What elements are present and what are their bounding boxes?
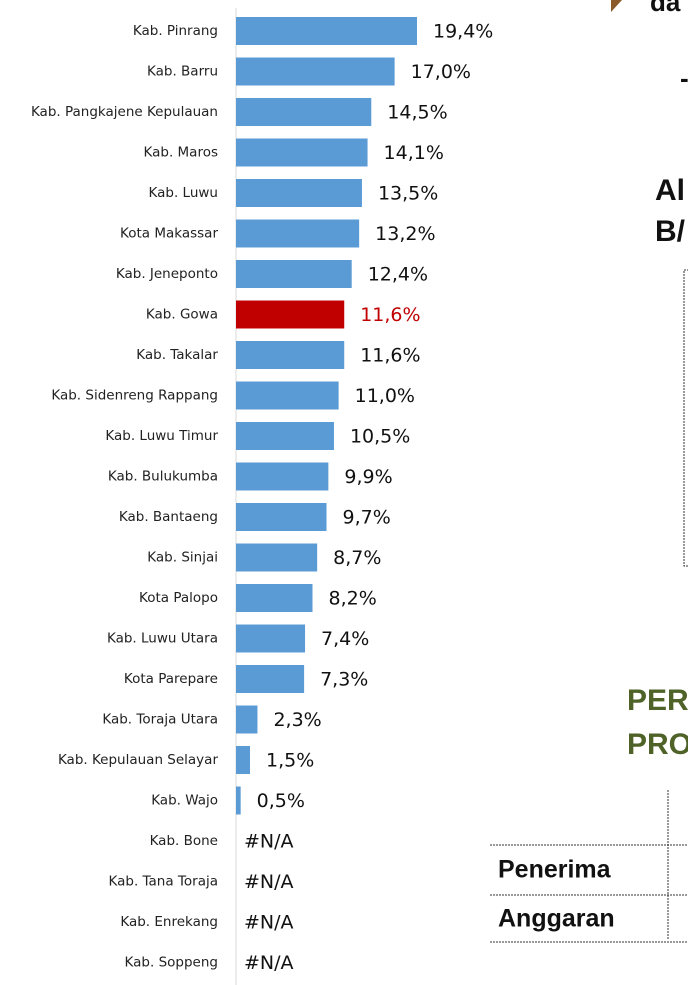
y-tick-label: Kab. Luwu Utara — [107, 631, 218, 647]
bar — [236, 381, 339, 410]
value-label: 14,5% — [387, 102, 447, 124]
bar — [236, 17, 418, 45]
bar — [236, 584, 313, 612]
bar — [236, 746, 250, 774]
value-label: #N/A — [244, 871, 294, 893]
y-tick-label: Kab. Luwu — [149, 185, 218, 201]
y-tick-label: Kab. Bulukumba — [108, 469, 218, 485]
y-tick-label: Kab. Enrekang — [120, 914, 218, 930]
value-label: 9,7% — [343, 507, 391, 529]
value-label: 0,5% — [257, 790, 305, 812]
bar — [236, 705, 258, 734]
value-label: 19,4% — [433, 21, 493, 43]
value-label: 13,2% — [375, 223, 435, 245]
dashed-box — [683, 269, 688, 567]
y-tick-label: Kab. Tana Toraja — [108, 874, 218, 890]
value-label: 11,6% — [360, 304, 420, 326]
text-fragment: da — [650, 0, 681, 17]
text-fragment: PRO — [627, 728, 688, 761]
value-label: 1,5% — [266, 750, 314, 772]
bar — [236, 98, 372, 126]
bullet — [611, 0, 622, 12]
bar — [236, 260, 352, 288]
bar — [236, 624, 306, 653]
bar — [236, 300, 345, 329]
value-label: 13,5% — [378, 183, 438, 205]
bar — [236, 543, 318, 572]
bar — [236, 786, 241, 815]
bar — [236, 665, 305, 693]
y-tick-label: Kab. Bantaeng — [119, 509, 218, 525]
value-label: 7,3% — [320, 669, 368, 691]
y-tick-label: Kab. Takalar — [136, 347, 218, 363]
y-tick-label: Kab. Bone — [150, 833, 218, 849]
value-label: 10,5% — [350, 426, 410, 448]
y-tick-label: Kab. Soppeng — [125, 955, 218, 971]
bar — [236, 138, 368, 167]
y-tick-label: Kab. Pinrang — [133, 23, 218, 39]
bar — [236, 503, 327, 531]
value-label: 2,3% — [273, 709, 321, 731]
y-tick-label: Kota Makassar — [120, 226, 218, 242]
y-tick-label: Kab. Maros — [143, 145, 218, 161]
y-tick-label: Kab. Pangkajene Kepulauan — [31, 104, 218, 120]
bar — [236, 422, 334, 450]
value-label: 8,2% — [329, 588, 377, 610]
text-fragment: PER — [627, 684, 688, 717]
text-fragment: B/ — [655, 215, 686, 248]
value-label: 14,1% — [384, 142, 444, 164]
value-label: 17,0% — [411, 61, 471, 83]
bar — [236, 179, 362, 207]
table-cell: Penerima — [498, 856, 612, 884]
y-tick-label: Kab. Sidenreng Rappang — [51, 388, 218, 404]
text-fragment: Al — [655, 174, 685, 207]
y-tick-label: Kab. Toraja Utara — [102, 712, 218, 728]
bar — [236, 219, 360, 248]
y-tick-label: Kab. Sinjai — [147, 550, 218, 566]
y-tick-label: Kab. Kepulauan Selayar — [58, 752, 219, 768]
value-label: 8,7% — [333, 547, 381, 569]
value-label: 12,4% — [368, 264, 428, 286]
y-tick-label: Kab. Barru — [147, 64, 218, 80]
y-tick-label: Kab. Luwu Timur — [105, 428, 218, 444]
bar — [236, 462, 329, 491]
value-label: #N/A — [244, 912, 294, 934]
y-tick-label: Kota Parepare — [124, 671, 218, 687]
value-label: 11,0% — [355, 385, 415, 407]
text-fragment: - — [680, 63, 688, 93]
bar — [236, 341, 345, 369]
value-label: 11,6% — [360, 345, 420, 367]
value-label: #N/A — [244, 952, 294, 974]
value-label: 7,4% — [321, 628, 369, 650]
y-tick-label: Kota Palopo — [139, 590, 218, 606]
value-label: 9,9% — [344, 466, 392, 488]
y-tick-label: Kab. Wajo — [151, 793, 218, 809]
y-tick-label: Kab. Gowa — [146, 307, 218, 323]
bar — [236, 57, 395, 86]
value-label: #N/A — [244, 831, 294, 853]
table-cell: Anggaran — [498, 905, 615, 933]
y-tick-label: Kab. Jeneponto — [116, 266, 218, 282]
